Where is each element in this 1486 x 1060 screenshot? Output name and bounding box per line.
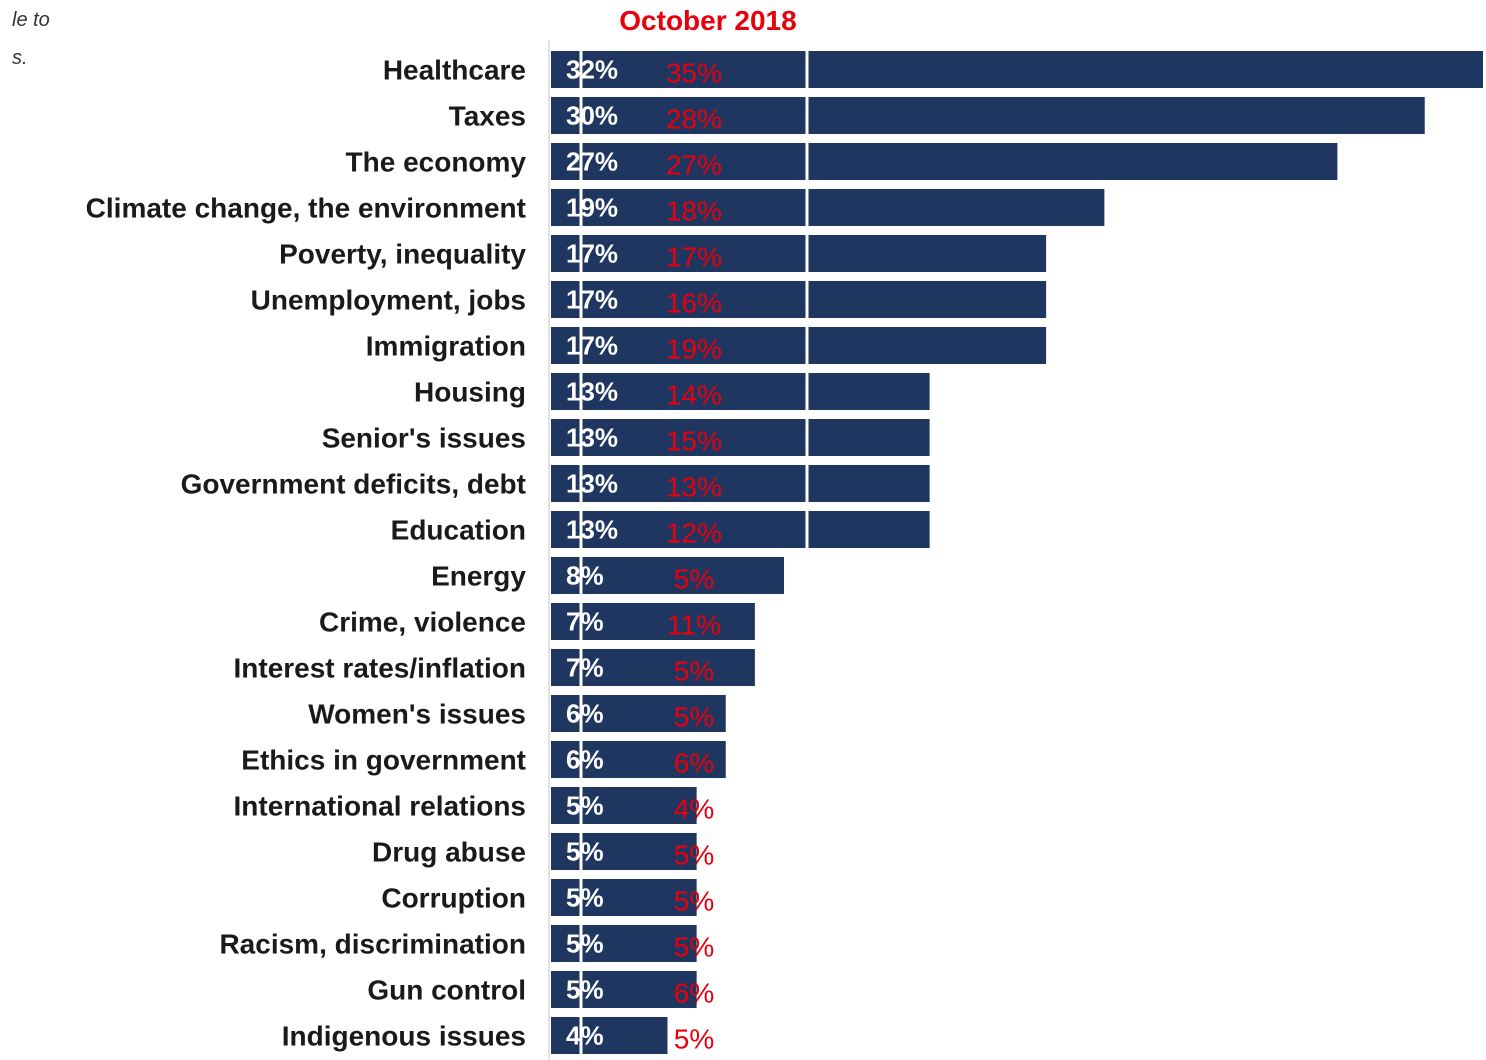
previous-period-label: 19% xyxy=(666,334,722,365)
data-label: 5% xyxy=(566,975,604,1005)
category-label: Energy xyxy=(431,561,526,592)
data-label: 5% xyxy=(566,837,604,867)
category-label: Ethics in government xyxy=(241,745,526,776)
previous-period-label: 6% xyxy=(674,748,714,779)
previous-period-label: 5% xyxy=(674,886,714,917)
category-label: Indigenous issues xyxy=(282,1021,526,1052)
bar xyxy=(551,465,930,502)
previous-period-label: 27% xyxy=(666,150,722,181)
previous-period-label: 5% xyxy=(674,656,714,687)
category-label: Gun control xyxy=(367,975,526,1006)
previous-period-label: 28% xyxy=(666,104,722,135)
chart-title: October 2018 xyxy=(619,5,796,36)
category-label: Unemployment, jobs xyxy=(251,285,526,316)
category-label: Government deficits, debt xyxy=(181,469,526,500)
data-label: 7% xyxy=(566,607,604,637)
bar xyxy=(551,603,755,640)
previous-period-label: 4% xyxy=(674,794,714,825)
data-label: 13% xyxy=(566,423,618,453)
category-label: Senior's issues xyxy=(322,423,526,454)
bar xyxy=(551,281,1047,318)
data-label: 17% xyxy=(566,331,618,361)
previous-period-label: 13% xyxy=(666,472,722,503)
category-label: Healthcare xyxy=(383,55,526,86)
data-label: 4% xyxy=(566,1021,604,1051)
bar-rows: Healthcare 32% 35% Taxes 30% 28% The economy 27… xyxy=(86,51,1483,1055)
category-label: Taxes xyxy=(449,101,526,132)
category-label: Climate change, the environment xyxy=(86,193,526,224)
previous-period-label: 15% xyxy=(666,426,722,457)
data-label: 17% xyxy=(566,239,618,269)
previous-period-label: 12% xyxy=(666,518,722,549)
previous-period-label: 5% xyxy=(674,1024,714,1055)
note-line: s. xyxy=(12,47,28,69)
category-label: Poverty, inequality xyxy=(279,239,526,270)
category-label: Drug abuse xyxy=(372,837,526,868)
category-label: International relations xyxy=(234,791,527,822)
data-label: 13% xyxy=(566,469,618,499)
data-label: 5% xyxy=(566,883,604,913)
previous-period-label: 5% xyxy=(674,702,714,733)
data-label: 19% xyxy=(566,193,618,223)
data-label: 17% xyxy=(566,285,618,315)
previous-period-label: 5% xyxy=(674,564,714,595)
previous-period-label: 17% xyxy=(666,242,722,273)
bar xyxy=(551,373,930,410)
previous-period-label: 18% xyxy=(666,196,722,227)
bar xyxy=(551,235,1047,272)
category-label: Housing xyxy=(414,377,526,408)
previous-period-label: 6% xyxy=(674,978,714,1009)
data-label: 32% xyxy=(566,55,618,85)
bar xyxy=(551,97,1425,134)
data-label: 5% xyxy=(566,791,604,821)
bar xyxy=(551,879,697,916)
data-label: 8% xyxy=(566,561,604,591)
data-label: 6% xyxy=(566,699,604,729)
bar xyxy=(551,971,697,1008)
bar xyxy=(551,649,755,686)
bar xyxy=(551,327,1047,364)
note-line: le to xyxy=(12,9,50,31)
category-label: Women's issues xyxy=(308,699,526,730)
previous-period-label: 5% xyxy=(674,840,714,871)
bar xyxy=(551,557,784,594)
bar-dividers xyxy=(579,51,809,1054)
category-label: Racism, discrimination xyxy=(219,929,526,960)
previous-period-label: 14% xyxy=(666,380,722,411)
data-label: 30% xyxy=(566,101,618,131)
bar xyxy=(551,787,697,824)
category-label: The economy xyxy=(346,147,527,178)
category-label: Interest rates/inflation xyxy=(233,653,526,684)
bar xyxy=(551,419,930,456)
data-label: 13% xyxy=(566,377,618,407)
data-label: 13% xyxy=(566,515,618,545)
previous-period-label: 11% xyxy=(667,610,721,641)
category-label: Education xyxy=(391,515,526,546)
previous-period-label: 35% xyxy=(666,58,722,89)
category-label: Corruption xyxy=(381,883,526,914)
bar xyxy=(551,189,1105,226)
data-label: 5% xyxy=(566,929,604,959)
category-label: Immigration xyxy=(366,331,526,362)
previous-period-label: 5% xyxy=(674,932,714,963)
data-label: 6% xyxy=(566,745,604,775)
bar xyxy=(551,833,697,870)
previous-period-label: 16% xyxy=(666,288,722,319)
category-label: Crime, violence xyxy=(319,607,526,638)
data-label: 7% xyxy=(566,653,604,683)
bar xyxy=(551,925,697,962)
bar xyxy=(551,511,930,548)
bar xyxy=(551,51,1483,88)
data-label: 27% xyxy=(566,147,618,177)
bar xyxy=(551,1017,668,1054)
bar xyxy=(551,143,1338,180)
